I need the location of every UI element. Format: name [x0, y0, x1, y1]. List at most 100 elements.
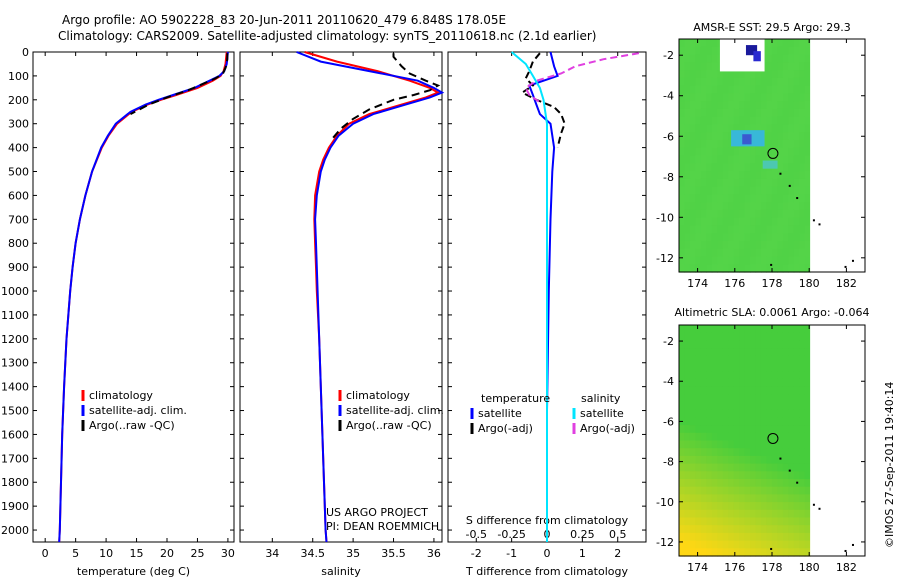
sla-map-cell	[689, 525, 696, 534]
sla-map-cell	[700, 448, 707, 457]
sst-map-cell	[804, 264, 811, 273]
sst-map-cell	[684, 186, 691, 195]
sst-map-cell	[695, 248, 702, 258]
sla-map-cell	[760, 432, 768, 442]
sst-map-cell	[695, 163, 702, 172]
sla-map-cell	[750, 502, 757, 511]
sst-map-cell	[684, 202, 691, 211]
sst-map-cell	[733, 264, 740, 273]
sst-map-cell	[706, 209, 713, 219]
sst-map-cell	[782, 77, 789, 87]
sla-map-cell	[684, 455, 691, 465]
sst-map-cell	[695, 116, 702, 126]
sst-map-cell	[722, 225, 729, 234]
sst-map-cell	[788, 186, 795, 195]
sla-map-cell	[739, 494, 746, 503]
sst-map-cell	[679, 217, 686, 226]
sla-map-cell	[755, 325, 762, 334]
sla-map-cell	[788, 502, 795, 511]
sst-map-cell	[777, 132, 784, 141]
sst-map-cell	[755, 217, 762, 226]
sla-map-cell	[804, 502, 811, 511]
sst-map-cell	[733, 155, 740, 164]
sla-map-cell	[793, 509, 800, 519]
sla-map-cell	[760, 540, 768, 549]
sst-map-cell	[679, 101, 686, 110]
sla-map-cell	[728, 486, 735, 495]
sst-map-cell	[788, 85, 795, 94]
sla-map-cell	[777, 340, 784, 349]
sla-map-cell	[700, 517, 707, 526]
sst-map-argo-float-marker	[767, 147, 779, 159]
sst-map-cell	[744, 225, 751, 234]
sst-map-cell	[804, 194, 811, 203]
sst-map-cell	[711, 108, 718, 118]
sla-map-cell	[733, 340, 740, 349]
sla-map-cell	[799, 348, 806, 357]
sla-map-cell	[788, 548, 795, 557]
sla-map-cell	[722, 448, 729, 457]
sla-map-cell	[684, 386, 691, 395]
sst-map-cell	[750, 116, 757, 126]
sla-map-cell	[722, 440, 729, 449]
sla-map-cell	[711, 425, 718, 434]
temperature-profile-series-1	[58, 51, 229, 543]
sla-map-cell	[706, 425, 713, 434]
sla-map-cell	[755, 517, 762, 526]
sla-map-cell	[706, 455, 713, 465]
sla-map-island	[818, 507, 821, 510]
temperature-profile-legend-label: Argo(..raw -QC)	[89, 419, 175, 432]
sst-map-cell	[750, 155, 757, 164]
sla-map-cell	[695, 471, 702, 480]
sla-map-cell	[777, 432, 784, 442]
sst-map-cell	[717, 264, 724, 273]
salinity-profile-xtick-label: 34	[265, 547, 279, 560]
sst-map-cell	[695, 77, 702, 87]
sla-map-cell	[788, 455, 795, 465]
sla-map-cell	[679, 402, 686, 411]
sla-map-cell	[679, 348, 686, 357]
sla-map-cell	[777, 471, 784, 480]
sst-map-cell	[755, 171, 762, 180]
sst-map-cell	[782, 155, 789, 164]
sla-map-cell	[689, 471, 696, 480]
sst-map-cell	[793, 108, 800, 118]
sst-map-cell	[799, 240, 806, 250]
sla-map-cell	[744, 548, 751, 557]
sst-map-cell	[793, 202, 800, 211]
sla-map-cell	[679, 532, 686, 542]
sla-map-cell	[744, 540, 751, 549]
sla-map-cell	[760, 340, 768, 349]
sla-map-cell	[695, 509, 702, 519]
sst-map-cell	[684, 46, 691, 56]
sla-map-cell	[722, 494, 729, 503]
sst-map-cell	[739, 116, 746, 126]
sst-map-cell	[755, 93, 762, 102]
sla-map-cell	[793, 471, 800, 480]
sla-map-cell	[684, 340, 691, 349]
sst-map-cell	[695, 256, 702, 265]
sla-map-cell	[804, 517, 811, 526]
sla-map-xtick-label: 182	[836, 561, 857, 574]
sst-cold-patch	[753, 51, 761, 62]
sla-map-cell	[799, 432, 806, 442]
sst-map-cell	[722, 70, 729, 79]
sst-map-cell	[689, 116, 696, 126]
sla-map-cell	[717, 332, 724, 341]
sla-map-cell	[766, 378, 773, 388]
sla-map-cell	[706, 348, 713, 357]
sla-map-cell	[679, 540, 686, 549]
sla-map-cell	[771, 455, 778, 465]
sla-map-cell	[766, 548, 773, 557]
sla-map-cell	[771, 355, 778, 365]
sla-map-cell	[788, 494, 795, 503]
sla-map-cell	[799, 548, 806, 557]
sst-map-cell	[711, 248, 718, 258]
sst-map-cell	[777, 85, 784, 94]
sst-map-cell	[728, 93, 735, 102]
sst-map-cell	[793, 240, 800, 250]
sla-map-cell	[799, 525, 806, 534]
sla-map-cell	[793, 417, 800, 426]
sla-map-cell	[684, 502, 691, 511]
sla-map-cell	[728, 378, 735, 388]
